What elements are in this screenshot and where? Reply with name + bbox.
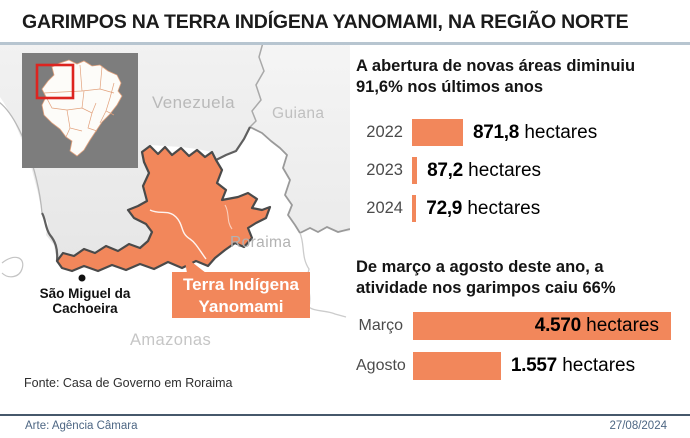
river-line-2: [224, 204, 233, 230]
river-line: [149, 209, 207, 260]
chart1-value-2023: 87,2 hectares: [427, 159, 542, 181]
chart2-row-agosto: Agosto 1.557 hectares: [356, 352, 635, 380]
guiana-brazil-border: [249, 126, 301, 234]
brazil-border-west: [41, 212, 59, 262]
brazil-border-east: [215, 126, 251, 161]
chart1-row-2022: 2022 871,8 hectares: [356, 119, 597, 146]
colombia-border-squiggle: [1, 256, 24, 278]
chart1-title: A abertura de novas áreas diminuiu 91,6%…: [356, 57, 636, 96]
chart2-category-agosto: Agosto: [356, 357, 406, 374]
chart2-bar-marco: 4.570 hectares: [413, 312, 671, 340]
brazil-locator-drawing: [35, 59, 123, 157]
brazil-state-borders: [43, 64, 115, 138]
chart1-value-2022: 871,8 hectares: [473, 121, 598, 143]
label-guiana: Guiana: [272, 105, 325, 122]
page-title: GARIMPOS NA TERRA INDÍGENA YANOMAMI, NA …: [22, 11, 629, 33]
chart1-bar-2024: [412, 195, 417, 222]
charts-column: A abertura de novas áreas diminuiu 91,6%…: [356, 0, 680, 438]
chart1-category-2022: 2022: [366, 123, 403, 141]
brazil-locator-inset: [22, 53, 138, 168]
city-dot: [78, 274, 86, 282]
guiana-region: [250, 45, 350, 233]
chart2-value-marco: 4.570 hectares: [534, 315, 659, 336]
art-credit: Arte: Agência Câmara: [25, 420, 138, 432]
label-roraima: Roraima: [230, 234, 292, 251]
label-amazonas: Amazonas: [130, 331, 212, 349]
footer-divider: [0, 414, 690, 416]
label-sao-miguel-da-cachoeira: São Miguel da Cachoeira: [39, 286, 131, 316]
brazil-guiana-border-east: [299, 225, 350, 234]
source-note: Fonte: Casa de Governo em Roraima: [24, 376, 233, 390]
chart2-row-marco: Março 4.570 hectares: [356, 312, 671, 340]
label-venezuela: Venezuela: [152, 93, 236, 112]
locator-red-box: [35, 63, 75, 100]
chart1-value-2024: 72,9 hectares: [426, 197, 541, 219]
yanomami-territory-shape: [55, 144, 272, 273]
chart2-category-marco: Março: [358, 317, 403, 334]
chart1-category-2023: 2023: [366, 161, 403, 179]
chart1-row-2024: 2024 72,9 hectares: [356, 195, 540, 222]
title-divider: [0, 42, 690, 45]
chart1-bar-2022: [412, 119, 463, 146]
chart1-category-2024: 2024: [366, 199, 403, 217]
venezuela-guiana-border: [249, 45, 265, 128]
chart2-title: De março a agosto deste ano, a atividade…: [356, 258, 616, 297]
chart1-bar-2023: [412, 157, 418, 184]
chart1-row-2023: 2023 87,2 hectares: [356, 157, 541, 184]
callout-tail: [184, 256, 206, 273]
chart2-bar-agosto: [413, 352, 501, 380]
territory-callout: Terra Indígena Yanomami: [172, 272, 310, 318]
map-panel: Venezuela Guiana Roraima Amazonas São Mi…: [0, 45, 350, 395]
chart2-value-agosto: 1.557 hectares: [510, 355, 636, 376]
publication-date: 27/08/2024: [609, 420, 667, 432]
